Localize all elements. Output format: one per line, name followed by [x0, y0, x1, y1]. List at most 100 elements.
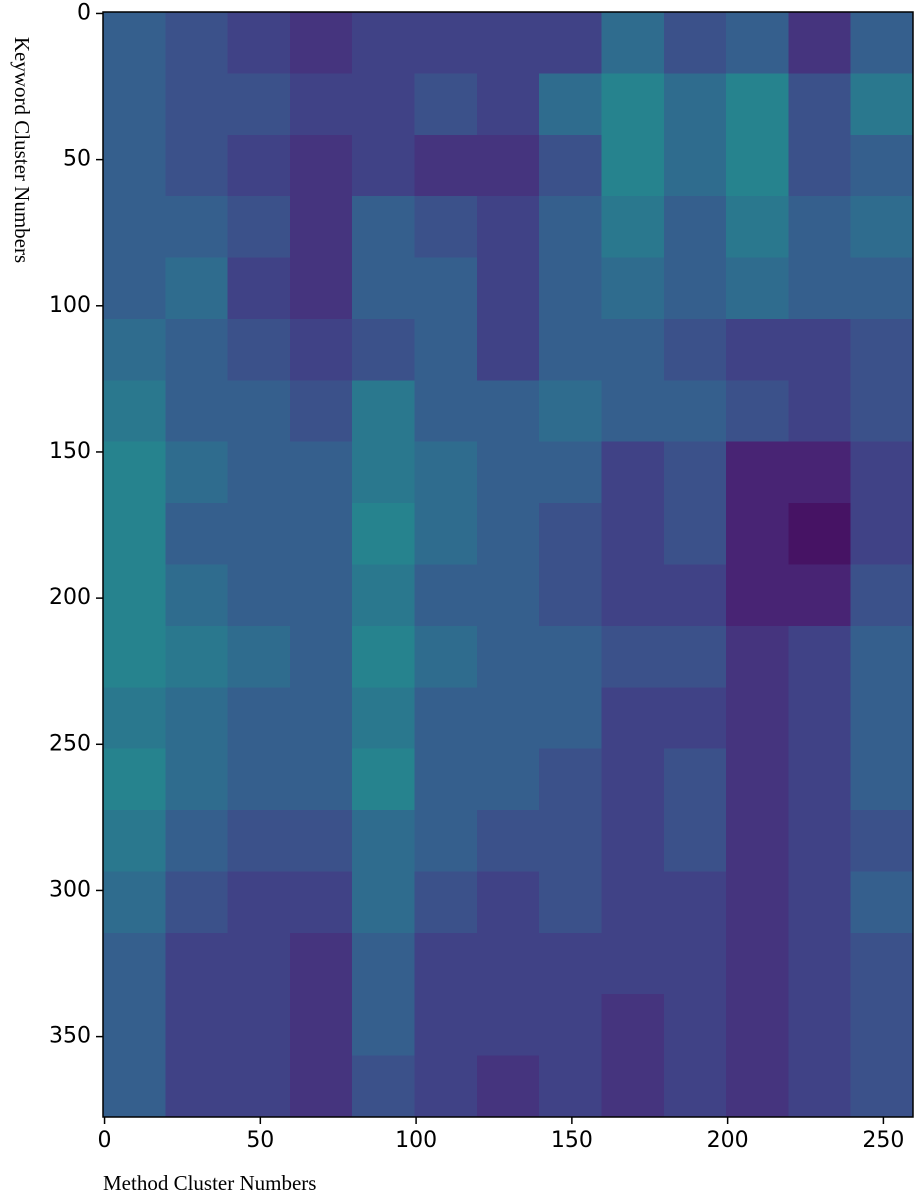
heatmap-cell: [663, 994, 727, 1057]
heatmap-cell: [103, 441, 166, 504]
heatmap-cell: [165, 994, 229, 1057]
heatmap-cell: [788, 73, 852, 136]
heatmap-cell: [726, 625, 789, 688]
heatmap-cell: [289, 73, 353, 136]
heatmap-cell: [103, 994, 166, 1057]
heatmap-cell: [289, 441, 353, 504]
heatmap-cell: [601, 687, 665, 750]
heatmap-cell: [227, 932, 291, 995]
heatmap-cell: [165, 73, 229, 136]
heatmap-cell: [539, 503, 602, 565]
heatmap-cell: [663, 196, 727, 259]
heatmap-cell: [850, 441, 914, 504]
heatmap-cell: [352, 625, 416, 688]
heatmap-cell: [103, 257, 166, 320]
heatmap-cell: [289, 871, 353, 934]
heatmap-cell: [726, 257, 789, 320]
heatmap-cell: [726, 441, 789, 504]
heatmap-cell: [476, 810, 540, 872]
heatmap-cell: [414, 1055, 478, 1118]
heatmap-cell: [663, 564, 727, 627]
heatmap-cell: [601, 994, 665, 1057]
heatmap-cell: [850, 748, 914, 811]
heatmap-cell: [227, 12, 291, 74]
heatmap-cell: [726, 871, 789, 934]
heatmap-cell: [788, 994, 852, 1057]
heatmap-cell: [726, 994, 789, 1057]
heatmap-cell: [539, 1055, 602, 1118]
heatmap-cell: [726, 134, 789, 197]
heatmap-cell: [414, 564, 478, 627]
heatmap-cell: [414, 994, 478, 1057]
heatmap-cell: [414, 441, 478, 504]
heatmap-cell: [663, 871, 727, 934]
heatmap-cell: [476, 196, 540, 259]
heatmap-cell: [165, 12, 229, 74]
heatmap-cell: [788, 134, 852, 197]
heatmap-cell: [227, 564, 291, 627]
heatmap-cell: [539, 871, 602, 934]
heatmap-cell: [726, 196, 789, 259]
heatmap-cell: [227, 318, 291, 381]
heatmap-cell: [663, 810, 727, 872]
heatmap-cell: [476, 748, 540, 811]
heatmap-cell: [539, 318, 602, 381]
heatmap-cell: [414, 12, 478, 74]
heatmap-cell: [663, 1055, 727, 1118]
heatmap-cell: [103, 625, 166, 688]
heatmap-cell: [663, 503, 727, 565]
heatmap-cell: [850, 564, 914, 627]
heatmap-cell: [289, 257, 353, 320]
heatmap-cell: [227, 73, 291, 136]
heatmap-cell: [103, 503, 166, 565]
heatmap-cell: [165, 134, 229, 197]
heatmap-cell: [414, 810, 478, 872]
heatmap-cell: [227, 196, 291, 259]
heatmap-cell: [476, 73, 540, 136]
heatmap-cell: [663, 73, 727, 136]
heatmap-cell: [663, 257, 727, 320]
heatmap-cell: [850, 810, 914, 872]
heatmap-cell: [539, 994, 602, 1057]
heatmap-cell: [850, 503, 914, 565]
heatmap-cell: [539, 564, 602, 627]
heatmap-cell: [788, 380, 852, 443]
heatmap-cell: [601, 871, 665, 934]
heatmap-cell: [289, 318, 353, 381]
heatmap-cell: [476, 564, 540, 627]
y-tick-label: 250: [49, 731, 91, 756]
heatmap-cell: [601, 134, 665, 197]
heatmap-cell: [850, 871, 914, 934]
heatmap-cell: [601, 441, 665, 504]
heatmap-cell: [103, 73, 166, 136]
heatmap-cell: [539, 196, 602, 259]
x-tick-label: 250: [862, 1128, 904, 1153]
heatmap-cell: [663, 625, 727, 688]
heatmap-cell: [663, 932, 727, 995]
heatmap-cell: [663, 687, 727, 750]
heatmap-cell: [227, 503, 291, 565]
heatmap-cell: [227, 380, 291, 443]
heatmap-cell: [663, 380, 727, 443]
heatmap-cell: [788, 625, 852, 688]
heatmap-cell: [103, 687, 166, 750]
heatmap-cell: [726, 810, 789, 872]
heatmap-cell: [726, 1055, 789, 1118]
heatmap-cell: [165, 196, 229, 259]
x-tick-label: 50: [246, 1128, 274, 1153]
heatmap-cell: [414, 257, 478, 320]
heatmap-cell: [476, 380, 540, 443]
heatmap-cell: [788, 687, 852, 750]
x-tick-label: 200: [707, 1128, 749, 1153]
heatmap-cell: [601, 748, 665, 811]
heatmap-cell: [788, 932, 852, 995]
heatmap-cell: [352, 748, 416, 811]
heatmap-cell: [414, 73, 478, 136]
heatmap-cell: [601, 503, 665, 565]
heatmap-cell: [850, 257, 914, 320]
heatmap-cell: [539, 687, 602, 750]
heatmap-cell: [352, 994, 416, 1057]
x-tick-label: 100: [395, 1128, 437, 1153]
heatmap-cell: [539, 810, 602, 872]
heatmap-cell: [289, 994, 353, 1057]
